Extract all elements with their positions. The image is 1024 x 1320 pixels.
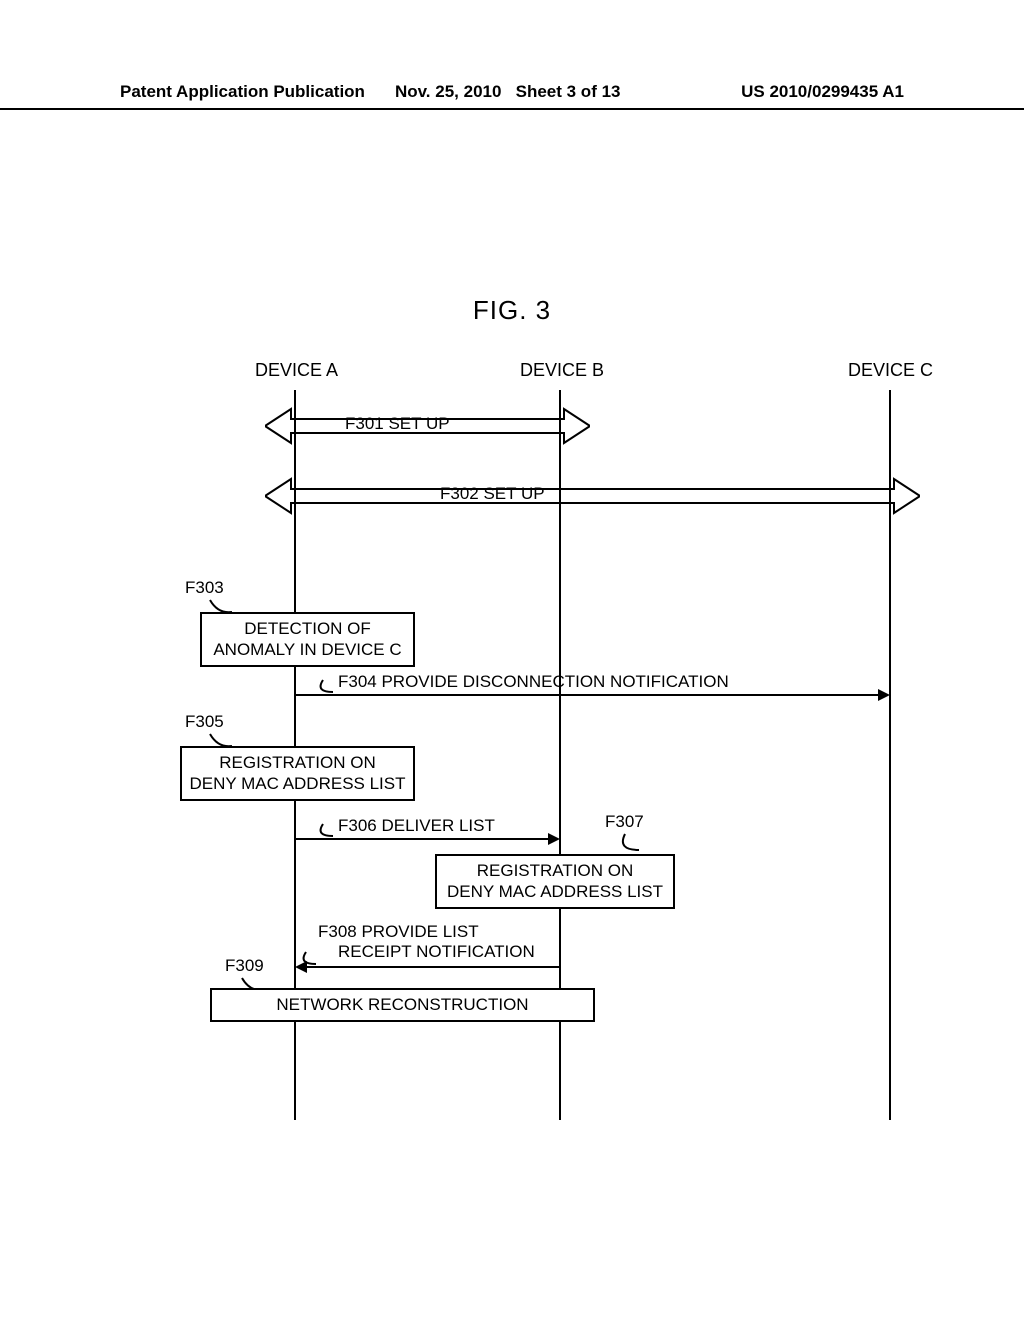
connector-f307: [615, 832, 641, 854]
box-f307: REGISTRATION ON DENY MAC ADDRESS LIST: [435, 854, 675, 909]
connector-f308: [296, 950, 318, 968]
box-f305: REGISTRATION ON DENY MAC ADDRESS LIST: [180, 746, 415, 801]
page-header: Patent Application Publication Nov. 25, …: [0, 82, 1024, 110]
label-f304: F304 PROVIDE DISCONNECTION NOTIFICATION: [338, 672, 729, 692]
ref-f309: F309: [225, 956, 264, 976]
label-f302: F302 SET UP: [440, 484, 545, 504]
label-f308-line1: F308 PROVIDE LIST: [318, 922, 479, 942]
device-a-label: DEVICE A: [255, 360, 338, 381]
sequence-diagram: DEVICE A DEVICE B DEVICE C F301 SET UP F…: [0, 360, 1024, 1130]
ref-f305: F305: [185, 712, 224, 732]
arrow-f302: [265, 475, 920, 517]
box-f309-line1: NETWORK RECONSTRUCTION: [218, 994, 587, 1015]
box-f309: NETWORK RECONSTRUCTION: [210, 988, 595, 1022]
header-date-sheet: Nov. 25, 2010 Sheet 3 of 13: [365, 82, 741, 102]
device-c-label: DEVICE C: [848, 360, 933, 381]
label-f308-line2: RECEIPT NOTIFICATION: [338, 942, 535, 962]
box-f305-line2: DENY MAC ADDRESS LIST: [188, 773, 407, 794]
box-f307-line2: DENY MAC ADDRESS LIST: [443, 881, 667, 902]
label-f306: F306 DELIVER LIST: [338, 816, 495, 836]
figure-title: FIG. 3: [0, 295, 1024, 326]
connector-f304: [313, 678, 335, 696]
ref-f307: F307: [605, 812, 644, 832]
box-f307-line1: REGISTRATION ON: [443, 860, 667, 881]
box-f303-line2: ANOMALY IN DEVICE C: [208, 639, 407, 660]
ref-f303: F303: [185, 578, 224, 598]
box-f303: DETECTION OF ANOMALY IN DEVICE C: [200, 612, 415, 667]
box-f305-line1: REGISTRATION ON: [188, 752, 407, 773]
device-b-label: DEVICE B: [520, 360, 604, 381]
header-publication-type: Patent Application Publication: [120, 82, 365, 102]
label-f301: F301 SET UP: [345, 414, 450, 434]
box-f303-line1: DETECTION OF: [208, 618, 407, 639]
connector-f306: [313, 822, 335, 840]
header-pubno: US 2010/0299435 A1: [741, 82, 904, 102]
arrow-f304: [296, 694, 888, 696]
arrow-f308: [297, 966, 559, 968]
arrow-f306: [296, 838, 558, 840]
